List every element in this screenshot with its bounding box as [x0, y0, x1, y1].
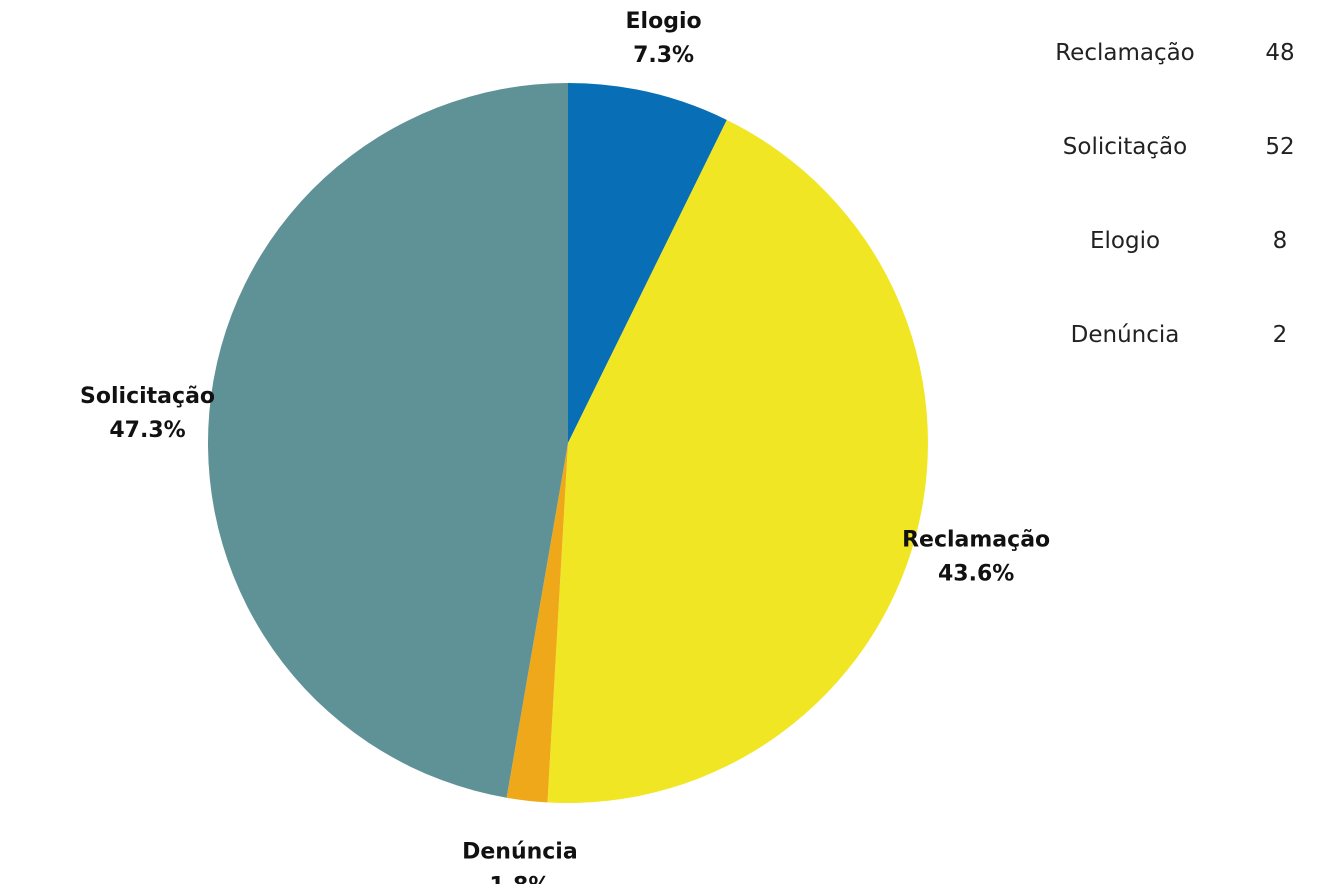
slice-label-name: Elogio — [626, 9, 702, 34]
slice-label-name: Denúncia — [462, 839, 578, 864]
table-row: Reclamação 48 — [1020, 32, 1320, 126]
slice-label-percent: 1.8% — [489, 873, 550, 884]
slice-label-percent: 47.3% — [109, 418, 185, 443]
slice-label: Elogio 7.3% — [626, 9, 702, 68]
table-row-count: 2 — [1272, 322, 1288, 348]
table-row-count: 52 — [1265, 134, 1295, 160]
table-row: Solicitação 52 — [1020, 126, 1320, 220]
slice-label-name: Reclamação — [902, 527, 1050, 552]
table-row: Elogio 8 — [1020, 220, 1320, 314]
slice-label: Solicitação 47.3% — [80, 384, 215, 443]
slice-label-percent: 43.6% — [938, 561, 1014, 586]
slice-label-percent: 7.3% — [633, 43, 694, 68]
pie-slice-elogio — [568, 83, 727, 443]
pie-slice-reclamacao — [547, 119, 928, 803]
pie-slice-denuncia — [506, 443, 568, 803]
table-row-name: Denúncia — [1070, 322, 1180, 348]
pie-slices — [207, 83, 928, 803]
table-row-count: 48 — [1265, 40, 1295, 66]
count-table: Reclamação 48 Solicitação 52 Elogio 8 De… — [1020, 32, 1320, 408]
table-row-name: Solicitação — [1062, 134, 1188, 160]
slice-label: Denúncia 1.8% — [462, 839, 578, 884]
slice-label-name: Solicitação — [80, 384, 215, 409]
pie-labels: Elogio 7.3% Reclamação 43.6% Denúncia 1.8% Sol… — [80, 9, 1050, 884]
table-row: Denúncia 2 — [1020, 314, 1320, 408]
table-row-count: 8 — [1272, 228, 1288, 254]
slice-label: Reclamação 43.6% — [902, 527, 1050, 586]
table-row-name: Elogio — [1089, 228, 1161, 254]
pie-slice-solicitacao — [207, 83, 568, 798]
table-row-name: Reclamação — [1055, 40, 1195, 66]
